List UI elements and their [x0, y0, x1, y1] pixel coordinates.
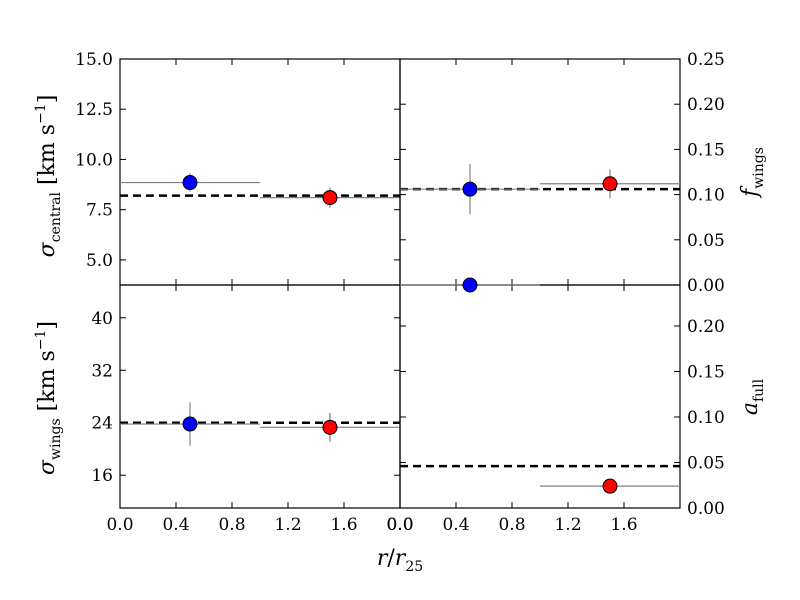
panels-group: 5.07.510.012.515.00.000.050.100.150.200.… — [75, 50, 725, 535]
data-layer — [120, 173, 400, 208]
ytick-label: 0.20 — [687, 317, 725, 337]
ytick-label: 0.25 — [687, 50, 725, 70]
panel-bottom-right: 0.00 0.05 0.10 0.15 0.20 0.0 0.4 0.8 1.2 1.6 — [386, 277, 725, 535]
ytick-label: 12.5 — [75, 100, 113, 120]
data-point-blue — [182, 416, 198, 432]
ylabel-a-full: afull — [738, 378, 767, 415]
ytick-label: 0.15 — [687, 140, 725, 160]
ytick-label: 0.00 — [687, 499, 725, 519]
data-point-blue — [462, 181, 478, 197]
axes-frame — [399, 284, 681, 509]
xtick-label: 0.8 — [218, 515, 245, 535]
ytick-label: 10.0 — [75, 150, 113, 170]
ytick-label: 0.15 — [687, 362, 725, 382]
data-point-blue — [182, 175, 198, 191]
ytick-label: 40 — [91, 309, 113, 329]
ytick-label: 0.05 — [687, 231, 725, 251]
xlabel-r-over-r25: r/r25 — [377, 546, 423, 575]
data-point-red — [322, 419, 338, 435]
ytick-label: 0.00 — [687, 276, 725, 296]
ytick-label: 15.0 — [75, 50, 113, 70]
data-layer — [400, 163, 680, 215]
xtick-label: 1.6 — [610, 515, 637, 535]
ytick-label: 0.20 — [687, 95, 725, 115]
panel-top-right: 0.00 0.05 0.10 0.15 0.20 0.25 — [399, 50, 725, 296]
xtick-label: 0.4 — [162, 515, 189, 535]
data-layer — [400, 277, 680, 494]
ytick-label: 0.10 — [687, 186, 725, 206]
ytick-label: 32 — [91, 361, 113, 381]
xtick-label: 1.2 — [274, 515, 301, 535]
ytick-label: 5.0 — [86, 251, 113, 271]
xtick-label: 0.8 — [498, 515, 525, 535]
axes-frame — [399, 58, 681, 286]
data-point-red — [602, 478, 618, 494]
xtick-label: 0.0 — [386, 515, 413, 535]
ytick-label: 24 — [91, 414, 113, 434]
data-point-red — [322, 190, 338, 206]
xtick-label: 1.2 — [554, 515, 581, 535]
xtick-label: 0.0 — [386, 515, 413, 535]
ylabel-f-wings: fwings — [738, 147, 767, 199]
data-point-blue — [462, 277, 478, 293]
ytick-label: 0.05 — [687, 453, 725, 473]
xtick-label: 0.4 — [442, 515, 469, 535]
axes-frame — [119, 284, 401, 509]
ytick-label: 16 — [91, 466, 113, 486]
panel-bottom-left: 16 24 32 40 0.0 0.4 0.8 1.2 1.6 0.0 — [91, 284, 414, 535]
axes-frame — [119, 58, 401, 286]
ytick-label: 0.10 — [687, 408, 725, 428]
ylabel-sigma-wings: σwings [km s−1] — [33, 321, 64, 475]
data-point-red — [602, 176, 618, 192]
data-layer — [120, 402, 400, 446]
ylabel-sigma-central: σcentral [km s−1] — [33, 95, 64, 258]
xtick-label: 0.0 — [106, 515, 133, 535]
panel-top-left: 5.0 7.5 10.0 12.5 15.0 — [75, 50, 401, 286]
xtick-label: 1.6 — [330, 515, 357, 535]
ytick-label: 7.5 — [86, 201, 113, 221]
